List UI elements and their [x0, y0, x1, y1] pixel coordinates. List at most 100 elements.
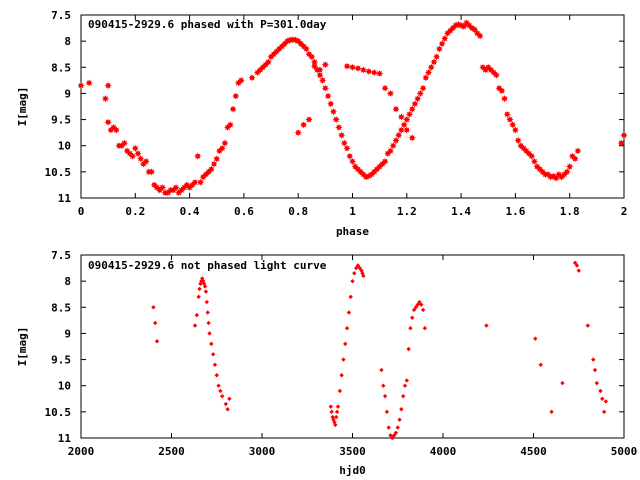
data-point	[329, 409, 334, 415]
data-point	[333, 422, 338, 428]
x-axis-label-hjd0: hjd0	[339, 464, 366, 477]
y-tick-label: 9	[64, 327, 71, 340]
data-point	[151, 305, 156, 310]
data-point	[302, 45, 310, 53]
data-point	[617, 139, 625, 147]
data-point	[343, 144, 351, 152]
data-point	[310, 58, 319, 66]
data-point	[104, 118, 112, 126]
chart-title-phased: 090415-2929.6 phased with P=301.0day	[88, 18, 327, 31]
data-point	[594, 380, 600, 386]
data-point	[386, 147, 395, 155]
x-tick-label: 0.2	[125, 205, 145, 218]
data-point	[391, 433, 397, 438]
data-point	[210, 352, 216, 357]
data-point	[506, 115, 514, 124]
data-point	[352, 271, 357, 276]
data-point	[395, 425, 400, 430]
data-point	[207, 165, 215, 173]
data-point	[386, 425, 391, 430]
data-point	[419, 302, 424, 307]
data-point	[350, 278, 355, 284]
y-tick-label: 11	[58, 432, 72, 445]
data-point	[438, 40, 446, 48]
x-tick-label: 0.8	[288, 205, 308, 218]
data-point	[202, 284, 208, 289]
data-point	[560, 380, 565, 386]
data-point	[386, 89, 395, 98]
data-point	[441, 34, 449, 43]
data-point	[329, 108, 338, 116]
data-point	[212, 362, 218, 367]
data-point	[574, 263, 580, 268]
y-tick-label: 11	[58, 192, 72, 205]
data-point	[77, 81, 85, 90]
data-point	[343, 62, 351, 70]
x-tick-label: 0.6	[234, 205, 254, 218]
data-point	[300, 121, 308, 129]
data-point	[389, 142, 397, 150]
data-point	[388, 433, 393, 438]
data-point	[321, 84, 329, 92]
data-point	[120, 139, 129, 147]
data-point	[427, 63, 435, 71]
x-tick-label: 2	[621, 205, 628, 218]
x-tick-label: 1.2	[397, 205, 417, 218]
data-point	[411, 307, 417, 313]
data-point	[334, 409, 340, 415]
data-point	[406, 346, 411, 352]
x-tick-label: 5000	[611, 445, 638, 458]
data-point	[572, 260, 578, 266]
x-tick-label: 2500	[158, 445, 185, 458]
data-point	[566, 163, 574, 171]
data-point	[600, 396, 605, 401]
data-point	[408, 105, 416, 113]
y-tick-label: 7.5	[51, 9, 71, 22]
data-point	[500, 95, 509, 103]
data-point	[101, 95, 110, 103]
data-point	[402, 383, 408, 388]
data-point	[503, 110, 511, 118]
data-point	[403, 126, 411, 134]
data-point	[393, 430, 399, 435]
data-point	[227, 396, 232, 401]
data-point	[354, 64, 362, 72]
x-tick-label: 1.8	[560, 205, 580, 218]
data-point	[305, 115, 313, 124]
data-point	[153, 320, 158, 326]
x-tick-label: 0	[78, 205, 85, 218]
data-point	[357, 265, 362, 271]
data-point	[376, 69, 384, 78]
data-point	[346, 152, 354, 160]
data-point	[370, 68, 378, 77]
data-point	[415, 302, 420, 307]
data-point	[400, 121, 408, 129]
data-point	[335, 123, 343, 132]
data-point	[430, 58, 438, 66]
data-point	[381, 157, 389, 165]
data-point	[344, 326, 350, 331]
data-point	[592, 367, 598, 373]
data-point	[498, 87, 506, 95]
data-point	[219, 393, 225, 399]
y-tick-label: 8	[64, 275, 71, 288]
data-point	[413, 305, 419, 310]
y-tick-label: 9	[64, 87, 71, 100]
phased-light-curve-panel: phase I[mag] 0 0.2 0.4 0.6 0.8 1 1.2 1.4 1.6 1.8 2…	[16, 9, 628, 238]
data-point	[403, 115, 411, 124]
data-point	[206, 320, 211, 326]
data-point	[384, 409, 390, 415]
data-point	[316, 66, 324, 74]
data-point	[416, 89, 424, 98]
data-point	[533, 336, 538, 341]
data-point	[379, 367, 384, 373]
data-point	[390, 435, 395, 441]
data-point	[509, 121, 517, 129]
data-point	[308, 53, 316, 61]
x-tick-label: 4500	[520, 445, 547, 458]
data-point	[197, 286, 202, 292]
y-tick-label: 10.5	[45, 166, 72, 179]
data-point	[203, 289, 209, 294]
data-point	[192, 323, 198, 328]
data-point	[417, 299, 422, 305]
